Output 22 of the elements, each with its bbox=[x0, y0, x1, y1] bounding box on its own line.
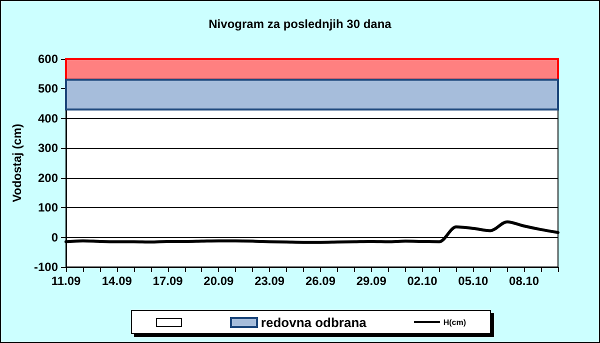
x-tick-label: 26.09 bbox=[305, 274, 336, 288]
y-tick-label: 400 bbox=[38, 111, 58, 126]
x-tick-label: 20.09 bbox=[204, 274, 234, 288]
x-tick-label: 29.09 bbox=[356, 274, 387, 288]
y-tick-label: 0 bbox=[51, 230, 58, 244]
legend-label: H(cm) bbox=[443, 318, 466, 326]
y-tick-label: 200 bbox=[38, 170, 58, 185]
x-tick-label: 02.10 bbox=[407, 274, 438, 288]
x-tick-label: 17.09 bbox=[152, 274, 184, 288]
x-tick-label: 23.09 bbox=[254, 274, 285, 288]
y-tick-label: -100 bbox=[34, 260, 58, 274]
x-tick-label: 11.09 bbox=[51, 274, 82, 288]
chart-title: Nivogram za poslednjih 30 dana bbox=[208, 17, 392, 31]
x-tick-label: 14.09 bbox=[102, 274, 132, 288]
y-axis-title: Vodostaj (cm) bbox=[10, 124, 24, 202]
y-tick-label: 600 bbox=[38, 52, 58, 66]
y-tick-label: 100 bbox=[38, 200, 58, 215]
y-tick-label: 500 bbox=[38, 82, 58, 96]
x-tick-label: 05.10 bbox=[458, 274, 489, 288]
y-tick-label: 300 bbox=[38, 141, 58, 156]
x-tick-label: 08.10 bbox=[509, 274, 540, 288]
legend-label: redovna odbrana bbox=[260, 314, 366, 330]
